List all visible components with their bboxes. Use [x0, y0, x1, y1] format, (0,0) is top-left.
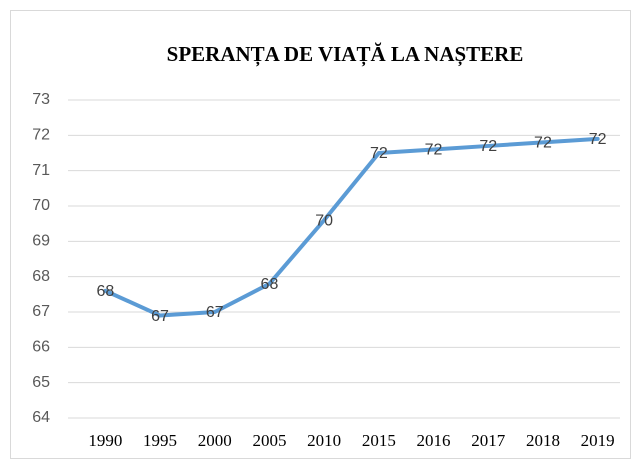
data-label: 72 — [589, 131, 607, 148]
x-tick-label: 2019 — [581, 431, 615, 450]
x-tick-label: 2015 — [362, 431, 396, 450]
y-tick-label: 71 — [32, 162, 50, 179]
x-tick-label: 2017 — [471, 431, 506, 450]
y-tick-label: 69 — [32, 233, 50, 250]
y-tick-label: 67 — [32, 303, 50, 320]
data-label: 72 — [425, 142, 443, 159]
y-tick-label: 66 — [32, 339, 50, 356]
data-label: 68 — [96, 283, 114, 300]
data-label: 67 — [151, 308, 169, 325]
x-tick-label: 2016 — [417, 431, 451, 450]
chart-title: SPERANȚA DE VIAȚĂ LA NAȘTERE — [167, 42, 524, 67]
data-label: 67 — [206, 304, 224, 321]
x-tick-label: 1995 — [143, 431, 177, 450]
data-label: 72 — [479, 138, 497, 155]
chart-border — [10, 10, 631, 459]
y-tick-label: 70 — [32, 197, 50, 214]
data-label: 70 — [315, 212, 333, 229]
x-tick-label: 2010 — [307, 431, 341, 450]
y-tick-label: 72 — [32, 127, 50, 144]
x-tick-label: 1990 — [88, 431, 122, 450]
y-tick-label: 65 — [32, 374, 50, 391]
y-tick-label: 64 — [32, 409, 50, 426]
x-tick-label: 2000 — [198, 431, 232, 450]
data-label: 72 — [370, 145, 388, 162]
data-line — [103, 136, 600, 318]
x-tick-label: 2005 — [252, 431, 286, 450]
data-label: 72 — [534, 135, 552, 152]
data-label: 68 — [261, 276, 279, 293]
x-tick-label: 2018 — [526, 431, 560, 450]
y-tick-label: 73 — [32, 91, 50, 108]
y-tick-label: 68 — [32, 268, 50, 285]
